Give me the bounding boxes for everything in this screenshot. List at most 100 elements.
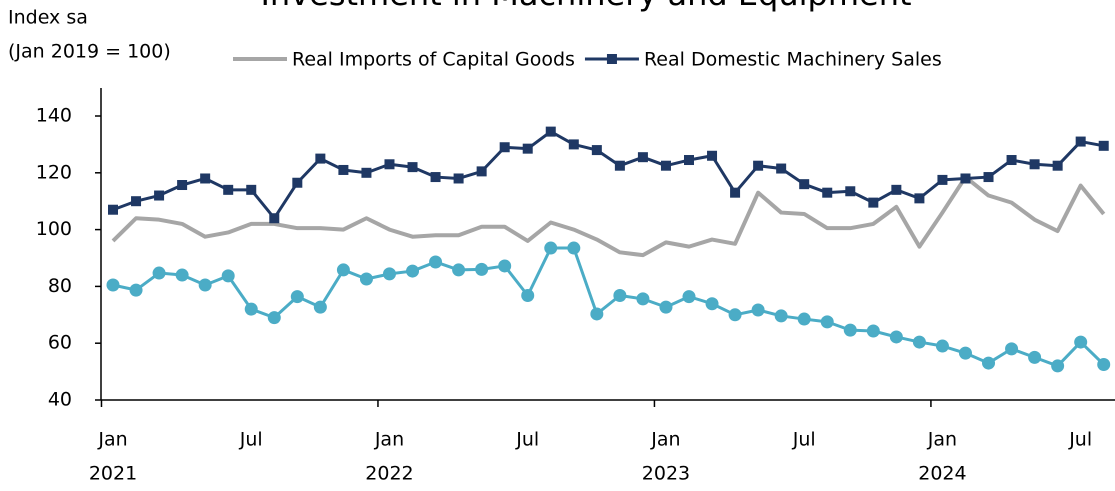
point [705, 297, 719, 311]
legend-label: Real Imports of Capital Goods [292, 49, 575, 71]
x-tick-label: Jul [515, 429, 539, 451]
point [175, 268, 189, 282]
series-line [112, 246, 1105, 368]
point [914, 193, 925, 204]
point [868, 197, 879, 208]
point [1074, 335, 1088, 349]
point [637, 152, 648, 163]
point [1097, 358, 1111, 371]
point [799, 179, 810, 190]
point [728, 308, 742, 322]
point [776, 163, 787, 174]
point [269, 213, 280, 224]
point [244, 302, 258, 316]
point [429, 255, 443, 269]
point [384, 159, 395, 170]
x-tick-label: Jan [97, 429, 127, 451]
point [200, 173, 211, 184]
x-tick-label: Jan [927, 429, 957, 451]
point [106, 278, 120, 292]
x-year-label: 2023 [642, 463, 690, 485]
point [336, 263, 350, 277]
point [499, 142, 510, 153]
point [845, 186, 856, 197]
point [774, 309, 788, 323]
point [361, 167, 372, 178]
point [707, 150, 718, 161]
point [1006, 155, 1017, 166]
point [891, 184, 902, 195]
y-tick-label: 120 [36, 161, 72, 183]
point [614, 160, 625, 171]
point [453, 173, 464, 184]
x-tick-label: Jul [1068, 429, 1092, 451]
point [313, 300, 327, 314]
point [684, 155, 694, 166]
point [730, 187, 741, 198]
point [338, 164, 349, 175]
x-tick-label: Jan [374, 429, 404, 451]
point [843, 323, 857, 337]
point [1051, 359, 1065, 373]
point [267, 311, 281, 325]
point [129, 283, 143, 297]
y-axis-label: (Jan 2019 = 100) [8, 41, 171, 63]
x-year-label: 2024 [918, 463, 966, 485]
point [613, 288, 627, 302]
point [912, 335, 926, 349]
point [751, 303, 765, 317]
point [292, 177, 303, 188]
point [1029, 159, 1040, 170]
point [797, 312, 811, 326]
point [223, 184, 234, 195]
x-tick-label: Jul [239, 429, 263, 451]
chart-title: Investment in Machinery and Equipment [260, 0, 911, 13]
point [476, 166, 487, 177]
point [983, 172, 994, 183]
point [1005, 342, 1019, 356]
point [659, 300, 673, 314]
point [154, 190, 165, 201]
point [1098, 140, 1109, 151]
point [937, 174, 948, 185]
point [131, 196, 142, 207]
point [382, 267, 396, 281]
point [475, 262, 489, 276]
point [544, 241, 558, 255]
point [958, 346, 972, 360]
y-axis-label: Index sa [8, 7, 88, 29]
point [359, 272, 373, 286]
point [660, 160, 671, 171]
point [1075, 136, 1086, 147]
point [822, 187, 833, 198]
point [567, 241, 581, 255]
point [177, 180, 188, 191]
x-tick-label: Jul [792, 429, 816, 451]
point [521, 288, 535, 302]
y-tick-label: 40 [48, 389, 72, 411]
x-year-label: 2021 [89, 463, 137, 485]
point [753, 160, 764, 171]
point [636, 292, 650, 306]
y-tick-label: 80 [48, 275, 72, 297]
y-tick-label: 100 [36, 218, 72, 240]
point [221, 269, 235, 283]
point [1028, 350, 1042, 364]
point [498, 259, 512, 273]
point [820, 315, 834, 329]
point [108, 204, 118, 215]
point [682, 290, 696, 304]
legend-label: Real Domestic Machinery Sales [644, 49, 942, 71]
point [545, 126, 556, 137]
y-tick-label: 140 [36, 105, 72, 127]
x-tick-label: Jan [650, 429, 680, 451]
point [246, 184, 257, 195]
point [935, 339, 949, 353]
point [960, 173, 971, 184]
point [407, 162, 418, 173]
point [406, 264, 420, 278]
x-year-label: 2022 [365, 463, 413, 485]
point [452, 263, 466, 277]
point [315, 153, 326, 164]
